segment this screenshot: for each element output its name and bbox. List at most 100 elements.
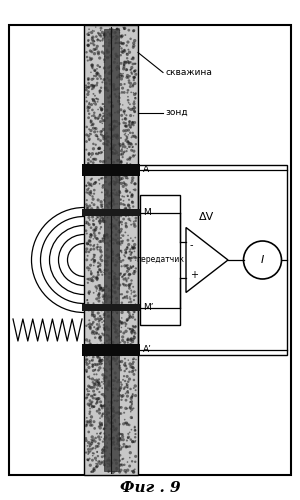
Point [110, 268, 115, 276]
Point [105, 462, 110, 470]
Point [116, 446, 121, 454]
Point [127, 428, 132, 436]
Point [85, 275, 90, 283]
Point [113, 35, 118, 43]
Point [132, 328, 136, 336]
Point [90, 392, 95, 400]
Point [112, 178, 117, 186]
Point [87, 374, 92, 382]
Point [97, 440, 101, 448]
Point [86, 36, 91, 44]
Point [119, 314, 124, 322]
Point [85, 386, 90, 394]
Point [128, 262, 133, 270]
Point [129, 426, 134, 434]
Point [116, 39, 121, 47]
Point [102, 146, 106, 154]
Point [117, 100, 122, 108]
Point [96, 345, 101, 353]
Point [94, 274, 98, 282]
Point [132, 332, 136, 340]
Point [99, 304, 104, 312]
Point [103, 84, 108, 92]
Point [92, 345, 97, 353]
Point [100, 200, 105, 208]
Point [132, 335, 136, 343]
Point [115, 62, 120, 70]
Point [98, 87, 103, 95]
Point [126, 356, 131, 364]
Point [120, 344, 125, 352]
Point [92, 72, 96, 80]
Point [106, 138, 111, 146]
Point [125, 466, 130, 474]
Point [118, 106, 123, 114]
Point [92, 251, 97, 259]
Point [100, 438, 105, 446]
Point [130, 438, 135, 446]
Point [96, 351, 101, 359]
Point [133, 323, 137, 331]
Point [122, 201, 127, 209]
Point [91, 466, 96, 473]
Point [97, 394, 101, 402]
Point [123, 322, 128, 330]
Point [132, 220, 136, 228]
Point [97, 366, 101, 374]
Point [127, 314, 131, 322]
Point [105, 295, 110, 303]
Point [95, 398, 100, 406]
Point [115, 24, 119, 32]
Point [109, 132, 114, 140]
Point [87, 162, 92, 170]
Point [133, 452, 138, 460]
Point [109, 202, 114, 209]
Point [91, 302, 96, 310]
Point [132, 60, 137, 68]
Point [102, 443, 106, 451]
Point [132, 248, 137, 256]
Point [118, 384, 123, 392]
Point [101, 126, 106, 134]
Point [114, 298, 118, 306]
Point [91, 220, 95, 228]
Point [111, 240, 116, 248]
Point [94, 430, 99, 438]
Point [94, 215, 99, 223]
Point [91, 242, 96, 250]
Point [85, 166, 89, 174]
Point [105, 133, 110, 141]
Point [95, 246, 100, 254]
Point [120, 145, 124, 153]
Point [124, 316, 129, 324]
Point [102, 339, 107, 347]
Point [128, 72, 132, 80]
Point [133, 180, 138, 188]
Point [115, 239, 120, 247]
Point [84, 366, 89, 374]
Point [100, 166, 104, 174]
Point [91, 444, 96, 452]
Point [86, 208, 91, 216]
Point [127, 118, 132, 126]
Point [100, 384, 105, 392]
Point [85, 239, 90, 247]
Point [108, 192, 113, 200]
Point [113, 278, 118, 286]
Point [110, 194, 114, 202]
Point [125, 338, 130, 346]
Point [121, 280, 125, 288]
Point [110, 308, 115, 316]
Point [124, 66, 129, 74]
Point [116, 250, 120, 258]
Point [101, 112, 106, 120]
Point [84, 245, 89, 253]
Point [112, 58, 117, 66]
Point [122, 60, 127, 68]
Point [109, 98, 114, 106]
Point [128, 312, 132, 320]
Point [126, 201, 131, 209]
Point [96, 263, 100, 271]
Point [110, 148, 115, 156]
Point [114, 464, 119, 471]
